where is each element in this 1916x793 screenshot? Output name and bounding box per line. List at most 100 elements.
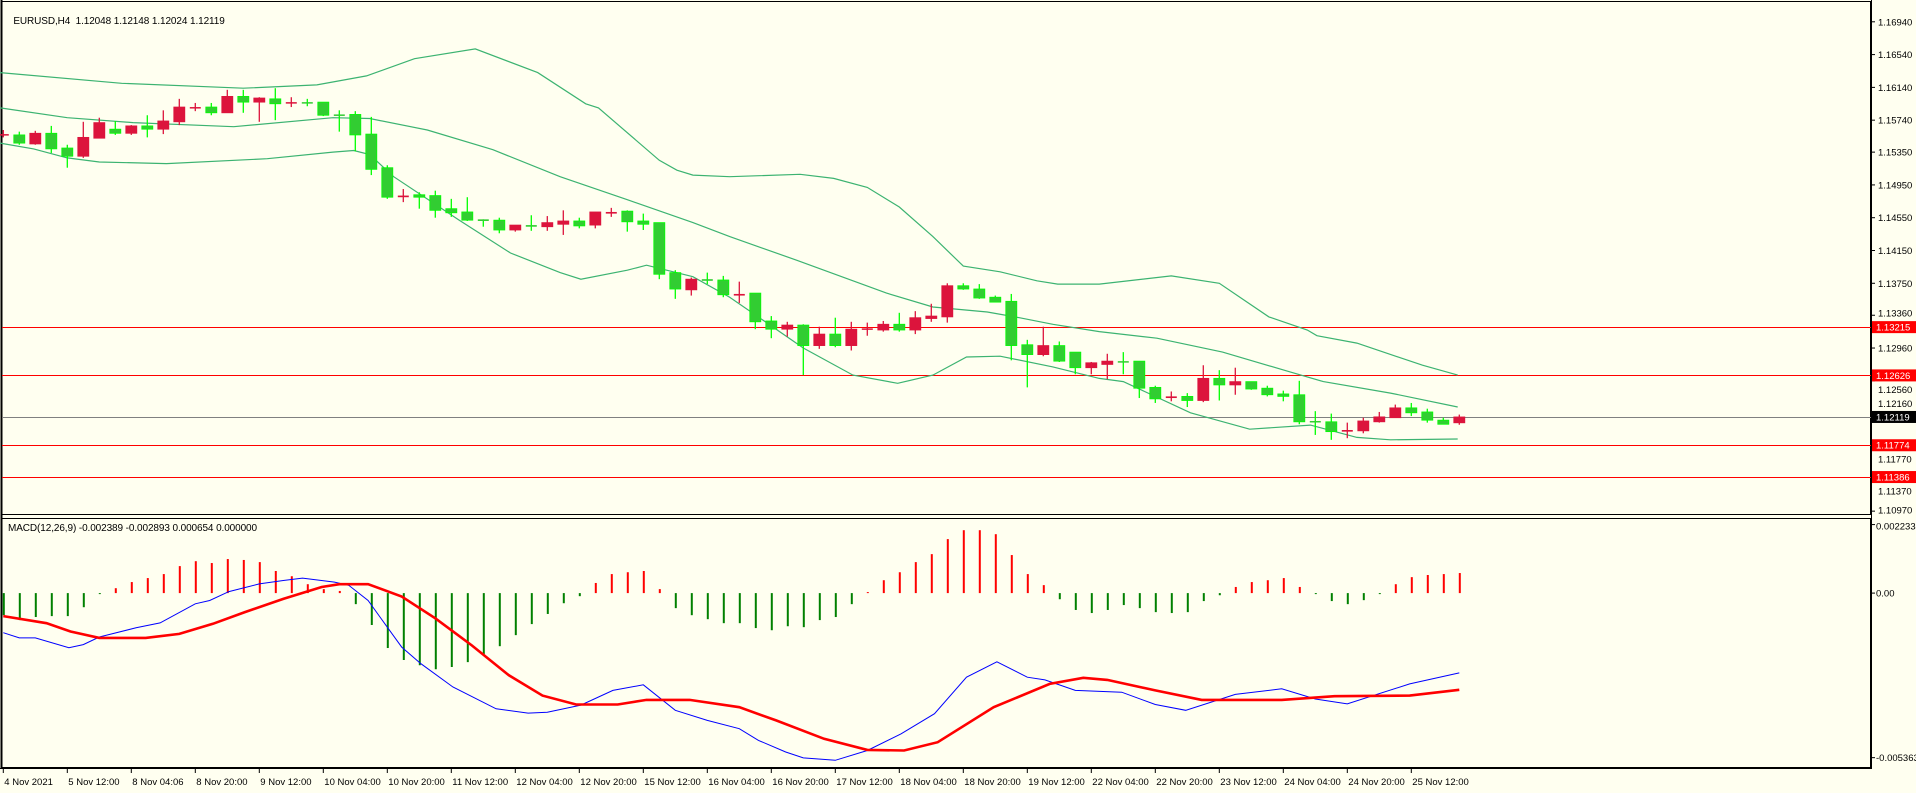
bear-candle xyxy=(493,219,506,231)
bull-candle xyxy=(253,97,266,103)
bull-candle xyxy=(845,328,858,346)
price-axis-label: 1.11370 xyxy=(1878,487,1912,498)
bear-candle xyxy=(269,98,282,105)
level-price-label: 1.13215 xyxy=(1876,323,1910,334)
bear-candle xyxy=(621,210,634,223)
macd-panel-border xyxy=(1,518,1871,768)
bull-candle xyxy=(813,333,826,346)
level-price-label: 1.11774 xyxy=(1876,441,1910,452)
bull-candle xyxy=(941,285,954,318)
bear-candle xyxy=(637,220,650,225)
bear-candle xyxy=(1245,381,1258,390)
bear-candle xyxy=(1005,300,1018,346)
time-axis-label: 12 Nov 04:00 xyxy=(516,777,573,788)
bull-candle xyxy=(877,323,890,331)
time-axis-label: 12 Nov 20:00 xyxy=(580,777,637,788)
bull-candle xyxy=(397,195,409,198)
bear-candle xyxy=(973,288,986,299)
bear-candle xyxy=(701,279,713,281)
bull-candle xyxy=(1389,407,1402,419)
bear-candle xyxy=(717,279,730,296)
price-axis-label: 1.13750 xyxy=(1878,279,1912,290)
bull-candle xyxy=(1229,381,1242,386)
bull-candle xyxy=(189,107,201,109)
bull-candle xyxy=(1341,430,1353,432)
bull-candle xyxy=(77,136,90,157)
bear-candle xyxy=(205,106,218,114)
price-axis-label: 1.16540 xyxy=(1878,50,1912,61)
bear-candle xyxy=(749,292,762,323)
bear-candle xyxy=(1149,386,1162,400)
bull-candle xyxy=(509,224,522,231)
bear-candle xyxy=(1437,419,1450,425)
level-price-tag xyxy=(1872,321,1916,334)
bear-candle xyxy=(317,101,330,116)
bull-candle xyxy=(605,211,617,214)
bull-candle xyxy=(1453,416,1466,424)
bull-candle xyxy=(221,95,234,114)
time-axis-label: 16 Nov 04:00 xyxy=(708,777,765,788)
bull-candle xyxy=(781,324,794,330)
bollinger-upper-band xyxy=(0,48,1458,376)
macd-header: MACD(12,26,9) -0.002389 -0.002893 0.0006… xyxy=(8,523,257,534)
bear-candle xyxy=(45,132,58,150)
price-axis-label: 1.15740 xyxy=(1878,116,1912,127)
bull-candle xyxy=(157,120,170,130)
bear-candle xyxy=(1261,387,1274,396)
bollinger-lower-band xyxy=(0,142,1458,441)
time-axis-label: 11 Nov 12:00 xyxy=(452,777,508,788)
price-axis-label: 1.10970 xyxy=(1878,506,1912,517)
time-axis-label: 19 Nov 12:00 xyxy=(1028,777,1085,788)
bull-candle xyxy=(1037,345,1050,355)
bull-candle xyxy=(173,106,186,123)
time-axis-label: 22 Nov 20:00 xyxy=(1156,777,1213,788)
bear-candle xyxy=(1405,407,1418,414)
bollinger-middle-band xyxy=(0,107,1458,408)
bear-candle xyxy=(525,225,537,227)
price-axis-label: 1.12960 xyxy=(1878,344,1912,355)
price-axis-label: 1.16140 xyxy=(1878,83,1912,94)
price-axis-label: 1.12160 xyxy=(1878,399,1912,410)
bull-candle xyxy=(0,134,9,136)
bear-candle xyxy=(669,272,682,290)
bear-candle xyxy=(413,194,426,198)
ohlc-values: 1.12048 1.12148 1.12024 1.12119 xyxy=(75,16,225,27)
bear-candle xyxy=(1325,421,1338,433)
bear-candle xyxy=(957,285,970,290)
macd-axis-label: -0.005363 xyxy=(1876,753,1916,764)
level-price-label: 1.11386 xyxy=(1876,473,1910,484)
bull-candle xyxy=(125,125,138,134)
bid-price-label: 1.12119 xyxy=(1876,412,1910,423)
bull-candle xyxy=(541,222,554,228)
time-axis-label: 17 Nov 12:00 xyxy=(836,777,893,788)
time-axis-label: 23 Nov 12:00 xyxy=(1220,777,1277,788)
signal-line xyxy=(3,582,1460,752)
time-axis-label: 25 Nov 12:00 xyxy=(1412,777,1469,788)
bull-candle xyxy=(93,122,106,139)
bear-candle xyxy=(333,114,345,116)
bear-candle xyxy=(61,147,74,157)
price-axis-label: 1.15350 xyxy=(1878,148,1912,159)
symbol-timeframe: EURUSD,H4 xyxy=(13,16,71,27)
bear-candle xyxy=(797,324,810,346)
bear-candle xyxy=(365,133,378,170)
time-axis-label: 18 Nov 20:00 xyxy=(964,777,1021,788)
bear-candle xyxy=(1053,345,1066,362)
bull-candle xyxy=(1165,396,1177,399)
time-axis-label: 5 Nov 12:00 xyxy=(68,777,119,788)
bull-candle xyxy=(861,328,873,330)
bid-price-tag xyxy=(1872,410,1916,423)
bull-candle xyxy=(685,278,698,291)
bull-candle xyxy=(1197,377,1210,401)
price-axis-label: 1.11770 xyxy=(1878,455,1912,466)
price-axis-label: 1.13360 xyxy=(1878,309,1912,320)
bear-candle xyxy=(989,296,1002,303)
bear-candle xyxy=(301,102,313,104)
time-axis-label: 4 Nov 2021 xyxy=(4,777,53,788)
bull-candle xyxy=(733,293,745,296)
main-panel-border xyxy=(1,1,1871,515)
bull-candle xyxy=(925,315,938,319)
bear-candle xyxy=(461,211,474,221)
bull-candle xyxy=(1101,360,1114,365)
